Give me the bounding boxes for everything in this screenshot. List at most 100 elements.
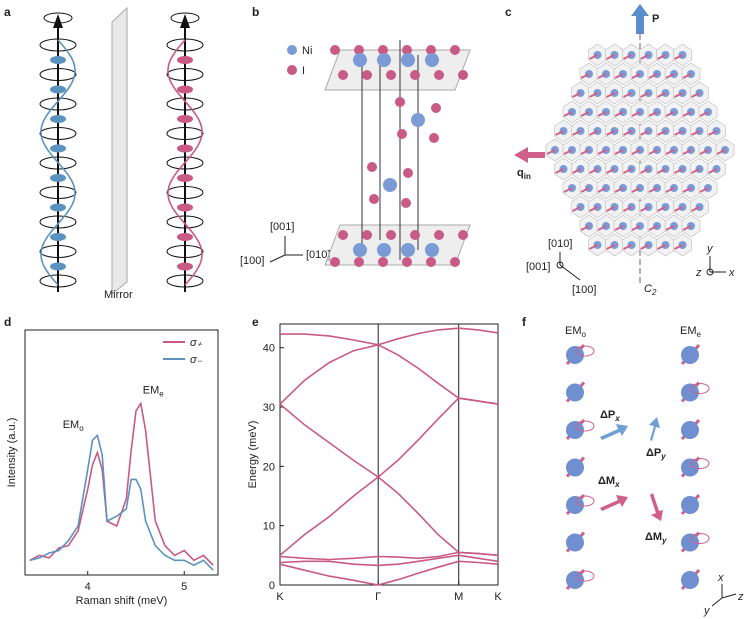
axes-icon (556, 261, 564, 269)
series-line (279, 343, 499, 405)
layer (324, 224, 471, 266)
x-tick-label: K (494, 591, 502, 603)
i-atom (330, 45, 340, 55)
spin (699, 111, 709, 117)
ni-atom (681, 346, 699, 364)
x-tick-label: 5 (181, 581, 187, 593)
i-atom (386, 70, 396, 80)
series-line (279, 551, 499, 561)
orbit (166, 186, 204, 199)
precession (690, 383, 710, 394)
q-text: ΔP (646, 447, 661, 459)
spin (597, 111, 607, 117)
atom (177, 262, 193, 271)
mode-sub: e (697, 330, 702, 339)
spin (606, 244, 615, 250)
spin (708, 168, 717, 174)
i-atom (458, 70, 468, 80)
spin (640, 130, 649, 136)
x-tick-label: K (276, 591, 284, 603)
spin (657, 168, 666, 174)
ni-atom (401, 243, 415, 257)
spin (597, 149, 607, 155)
i-atom (338, 230, 348, 240)
spin (589, 206, 598, 212)
spin (648, 187, 658, 193)
spin (614, 73, 624, 79)
i-atom (401, 198, 411, 208)
orbit (39, 156, 77, 170)
orbit (166, 156, 204, 170)
precession (690, 533, 710, 544)
spin (614, 111, 624, 117)
legend-label: Ni (302, 45, 312, 57)
i-atom (410, 230, 420, 240)
i-atom (378, 45, 388, 55)
spin (657, 130, 666, 136)
ni-atom (425, 53, 439, 67)
i-atom (434, 230, 444, 240)
spin (589, 92, 598, 98)
spin (674, 206, 683, 212)
frame-icon (706, 268, 714, 276)
orbit (166, 127, 204, 140)
ni-atom (566, 533, 584, 552)
orbit (166, 245, 204, 258)
axis-label: [001] (526, 261, 550, 273)
axes-icon (559, 252, 581, 281)
spin (546, 149, 556, 155)
precession (575, 345, 595, 357)
spin (614, 225, 624, 231)
precession (575, 495, 595, 507)
y-tick-label: 40 (263, 343, 275, 355)
y-tick-label: 10 (263, 521, 275, 533)
legend-label: σ₋ (190, 354, 203, 366)
spin (580, 187, 590, 193)
spin (674, 130, 683, 136)
helix (40, 39, 76, 286)
series-line (279, 560, 499, 586)
frame-label: x (728, 267, 735, 279)
frame-label: y (703, 605, 711, 617)
spin (589, 130, 598, 136)
ni-atom (566, 571, 584, 589)
spin (572, 92, 581, 98)
atom (177, 144, 193, 153)
orbit (39, 38, 77, 52)
i-atom (429, 133, 439, 143)
annotation-text: EM (63, 419, 80, 431)
i-atom (431, 103, 441, 113)
quantity-label: ΔPx (600, 409, 620, 423)
spin (580, 111, 590, 117)
orbit (166, 274, 204, 288)
y-tick-label: 20 (263, 461, 275, 473)
frame-label: z (695, 267, 702, 279)
spin (555, 130, 564, 136)
spin (648, 73, 658, 79)
spin (623, 244, 632, 250)
atom (177, 56, 193, 64)
atom (177, 203, 193, 212)
axis-label: [010] (548, 238, 572, 250)
mirror-label: Mirror (104, 289, 133, 301)
dp-arrow (600, 424, 628, 440)
mode-sub: o (582, 330, 587, 339)
spin (555, 168, 564, 174)
spin (674, 54, 683, 60)
atom (50, 115, 66, 123)
spin (606, 54, 615, 60)
panel-label: a (4, 5, 11, 19)
legend-label: I (302, 65, 305, 77)
spin (691, 206, 700, 212)
atom (50, 144, 66, 153)
i-atom (426, 257, 436, 267)
q-text: ΔP (600, 409, 615, 421)
spin (691, 168, 700, 174)
spin (657, 206, 666, 212)
spin (631, 187, 641, 193)
i-atom (434, 70, 444, 80)
ni-atom (681, 421, 699, 439)
spin (623, 92, 632, 98)
spin (623, 130, 632, 136)
i-atom (402, 45, 412, 55)
